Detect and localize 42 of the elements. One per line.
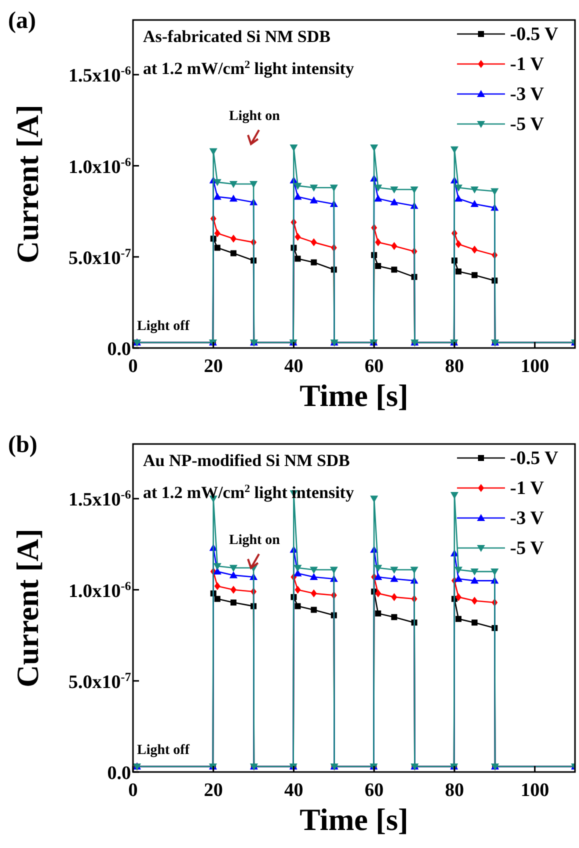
annotation: at 1.2 mW/cm$^{2}$ light intensity bbox=[143, 59, 354, 78]
annotation: Light off bbox=[137, 743, 190, 758]
chart-title: (a) bbox=[8, 8, 36, 34]
annotation: Light off bbox=[137, 319, 190, 334]
y-tick-label: 1.0x10$^{-6}$ bbox=[68, 154, 131, 178]
y-tick-label: 1.5x10$^{-6}$ bbox=[68, 64, 131, 87]
y-tick-label: 1.0x10$^{-6}$ bbox=[68, 578, 131, 602]
legend-label: -1 V bbox=[510, 478, 544, 499]
legend-label: -5 V bbox=[510, 114, 544, 135]
annotation: Au NP-modified Si NM SDB bbox=[143, 451, 350, 470]
x-tick-label: 60 bbox=[364, 780, 384, 801]
x-tick-label: 80 bbox=[444, 356, 464, 377]
x-tick-label: 20 bbox=[204, 356, 223, 377]
annotation: Light on bbox=[229, 109, 280, 124]
x-tick-label: 0 bbox=[128, 356, 138, 377]
x-tick-label: 60 bbox=[364, 356, 384, 377]
annotation: Light on bbox=[229, 533, 280, 548]
chart-title: (b) bbox=[8, 432, 38, 458]
x-tick-label: 0 bbox=[128, 780, 138, 801]
x-tick-label: 100 bbox=[520, 780, 550, 801]
legend-label: -3 V bbox=[510, 508, 544, 529]
legend-label: -1 V bbox=[510, 54, 544, 75]
y-tick-label: 1.5x10$^{-6}$ bbox=[68, 488, 131, 511]
legend-label: -0.5 V bbox=[510, 24, 558, 45]
y-axis-title: Current [A] bbox=[10, 528, 45, 688]
y-axis-title: Current [A] bbox=[10, 104, 45, 264]
x-tick-label: 80 bbox=[444, 780, 464, 801]
annotation: at 1.2 mW/cm$^{2}$ light intensity bbox=[143, 483, 354, 502]
x-tick-label: 40 bbox=[284, 356, 304, 377]
x-tick-label: 100 bbox=[520, 356, 550, 377]
annotation: As-fabricated Si NM SDB bbox=[143, 27, 330, 46]
y-tick-label: 5.0x10$^{-7}$ bbox=[68, 246, 131, 269]
x-axis-title: Time [s] bbox=[300, 378, 408, 413]
x-tick-label: 20 bbox=[204, 780, 223, 801]
legend-label: -0.5 V bbox=[510, 448, 558, 469]
y-tick-label: 0.0 bbox=[107, 339, 131, 360]
y-tick-label: 0.0 bbox=[107, 763, 131, 784]
legend-label: -3 V bbox=[510, 84, 544, 105]
legend-label: -5 V bbox=[510, 538, 544, 559]
y-tick-label: 5.0x10$^{-7}$ bbox=[68, 670, 131, 693]
x-tick-label: 40 bbox=[284, 780, 304, 801]
x-axis-title: Time [s] bbox=[300, 802, 408, 837]
